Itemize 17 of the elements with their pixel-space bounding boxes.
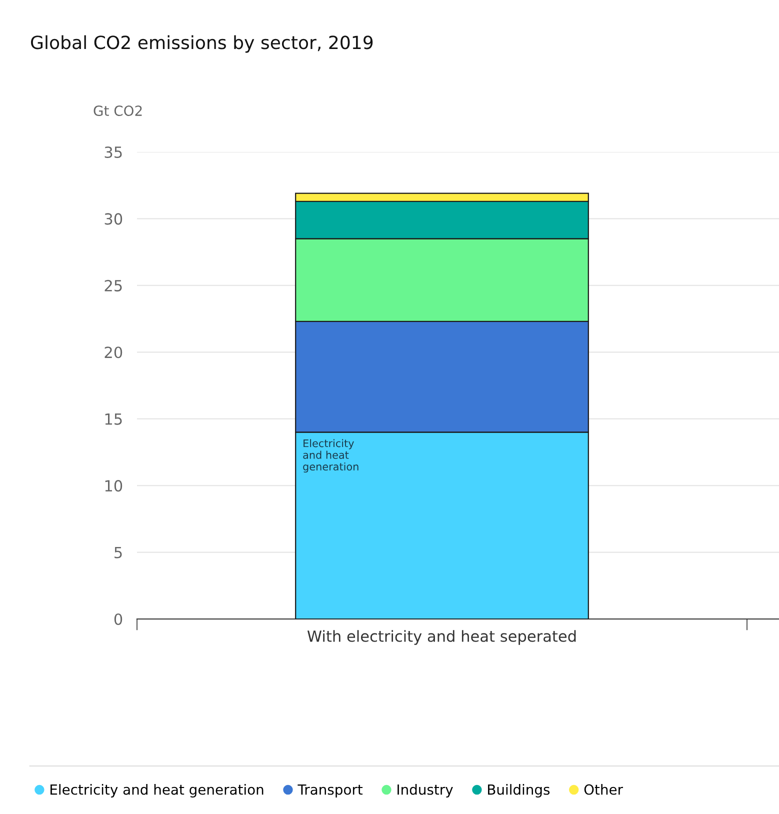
legend-label: Buildings <box>488 784 550 798</box>
y-axis-title: Gt CO2 <box>94 106 142 116</box>
annotation: Electricity and heat generation <box>303 439 358 473</box>
legend-label: Other <box>584 784 624 795</box>
legend-label: Electricity and heat generation <box>50 784 264 798</box>
y-tick-label: 30 <box>104 213 122 225</box>
y-tick-label: 0 <box>114 613 122 626</box>
legend-label: Transport <box>298 784 363 798</box>
y-tick-label: 5 <box>114 546 122 558</box>
chart-title: Global CO2 emissions by sector, 2019 <box>31 35 373 53</box>
legend-label: Industry <box>398 784 453 798</box>
y-tick-label: 15 <box>105 414 122 425</box>
x-tick-label: With electricity and heat seperated <box>307 630 576 645</box>
y-tick-label: 20 <box>104 346 122 358</box>
y-tick-label: 25 <box>104 280 122 292</box>
y-tick-label: 35 <box>104 146 122 158</box>
y-tick-label: 10 <box>105 480 122 492</box>
